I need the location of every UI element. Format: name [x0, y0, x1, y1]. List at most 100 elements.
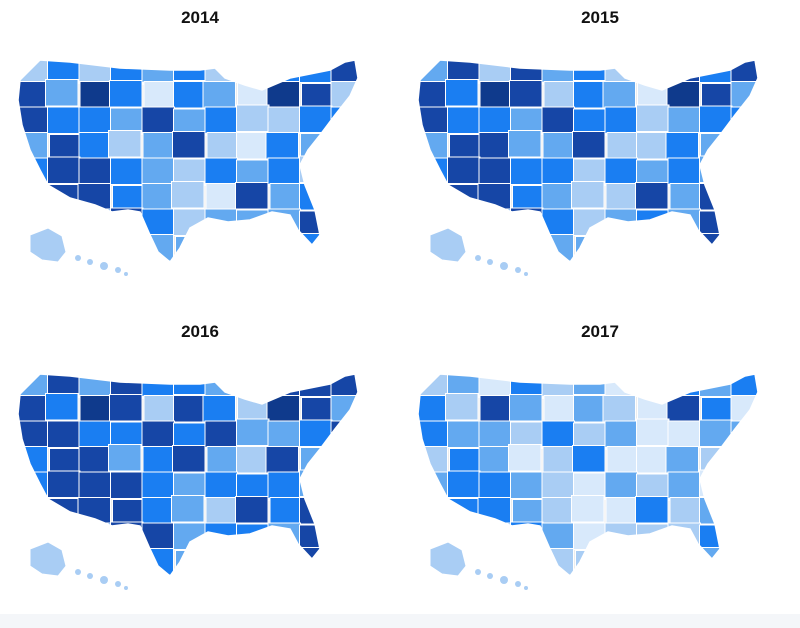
us-map-2017: [417, 373, 759, 590]
state-region: [541, 106, 575, 134]
hawaii-island: [500, 262, 508, 270]
state-region: [205, 183, 239, 211]
state-region: [268, 548, 302, 576]
state-region: [205, 497, 239, 525]
state-region: [669, 183, 703, 211]
state-region: [171, 495, 205, 523]
state-region: [699, 105, 733, 133]
state-region: [175, 236, 209, 262]
state-region: [730, 157, 758, 185]
state-region: [541, 183, 575, 211]
state-region: [478, 106, 512, 134]
state-region: [236, 374, 270, 396]
state-region: [143, 81, 177, 109]
state-region: [479, 395, 513, 423]
state-region: [330, 106, 358, 134]
state-region: [667, 522, 701, 550]
state-region: [78, 208, 112, 236]
state-region: [478, 60, 512, 83]
state-region: [542, 446, 576, 474]
hawaii-island: [124, 272, 128, 276]
state-region: [235, 182, 269, 210]
state-region: [175, 550, 209, 576]
state-region: [699, 183, 733, 211]
state-region: [141, 106, 175, 134]
state-region: [635, 496, 669, 524]
region-grid: [18, 374, 358, 576]
state-region: [540, 548, 574, 576]
state-region: [730, 208, 758, 236]
state-region: [541, 208, 575, 236]
state-region: [476, 234, 510, 262]
state-region: [478, 208, 512, 236]
state-region: [141, 420, 175, 448]
state-region: [575, 236, 609, 262]
state-region: [606, 446, 640, 474]
state-region: [332, 234, 358, 262]
state-region: [575, 550, 609, 576]
hawaii-island: [75, 255, 81, 261]
state-region: [267, 374, 301, 397]
state-region: [667, 106, 701, 134]
state-region: [330, 395, 358, 423]
state-region: [265, 446, 299, 474]
state-region: [479, 81, 513, 109]
state-region: [267, 471, 301, 499]
state-region: [730, 106, 758, 134]
hawaii-island: [500, 576, 508, 584]
state-region: [79, 81, 113, 109]
map-panel-2016: 2016: [0, 314, 400, 628]
state-region: [299, 183, 333, 211]
state-region: [299, 60, 333, 83]
state-region: [478, 446, 512, 474]
state-region: [634, 232, 668, 260]
state-region: [635, 182, 669, 210]
state-region: [299, 497, 333, 525]
state-region: [140, 548, 174, 576]
state-region: [604, 234, 638, 262]
state-region: [110, 471, 144, 499]
state-region: [173, 374, 207, 395]
state-region: [730, 471, 758, 499]
state-region: [18, 395, 49, 423]
state-region: [571, 495, 605, 523]
state-region: [418, 395, 449, 423]
state-region: [172, 131, 206, 159]
hawaii-island: [515, 267, 521, 273]
state-region: [573, 60, 607, 81]
state-region: [418, 497, 447, 525]
state-region: [76, 548, 110, 576]
state-region: [669, 497, 703, 525]
state-region: [77, 497, 111, 525]
state-region: [634, 546, 668, 574]
state-region: [267, 208, 301, 236]
region-grid: [418, 374, 758, 576]
state-region: [572, 445, 606, 473]
state-region: [236, 446, 270, 474]
state-region: [76, 234, 110, 262]
state-region: [299, 105, 333, 133]
us-map-2014: [17, 59, 359, 276]
state-region: [204, 234, 238, 262]
state-region: [604, 548, 638, 576]
state-region: [206, 132, 240, 160]
state-region: [328, 497, 358, 525]
state-region: [605, 183, 639, 211]
us-border: [417, 59, 759, 264]
state-region: [236, 104, 270, 132]
state-region: [667, 208, 701, 236]
state-region: [573, 81, 607, 109]
state-region: [171, 181, 205, 209]
state-region: [573, 395, 607, 423]
state-region: [204, 548, 238, 576]
state-region: [45, 79, 79, 107]
state-region: [78, 446, 112, 474]
region-grid: [418, 60, 758, 262]
hawaii-island: [524, 586, 528, 590]
hawaii-island: [87, 573, 93, 579]
map-title-2015: 2015: [581, 8, 619, 27]
map-title-2017: 2017: [581, 322, 619, 341]
hawaii-island: [475, 569, 481, 575]
state-region: [18, 471, 49, 499]
state-region: [573, 374, 607, 395]
